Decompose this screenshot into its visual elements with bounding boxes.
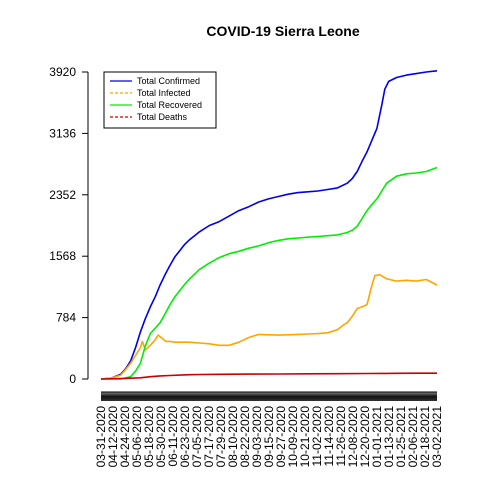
y-tick-label: 1568 bbox=[49, 249, 76, 263]
legend: Total Confirmed Total Infected Total Recov… bbox=[103, 71, 217, 129]
y-tick-label: 3136 bbox=[49, 126, 76, 140]
y-tick-label: 2352 bbox=[49, 188, 76, 202]
series-line-total-infected bbox=[100, 274, 438, 380]
x-tick-label: 08-22-2020 bbox=[238, 406, 252, 468]
x-tick-label: 05-30-2020 bbox=[154, 406, 168, 468]
x-tick-label: 04-12-2020 bbox=[106, 406, 120, 468]
series-line-total-deaths bbox=[100, 372, 437, 380]
x-tick-label: 04-24-2020 bbox=[118, 406, 132, 468]
x-tick-label: 11-26-2020 bbox=[334, 406, 348, 467]
series-layer bbox=[100, 70, 438, 380]
x-tick-label: 09-03-2020 bbox=[250, 406, 264, 468]
x-tick-label: 02-06-2021 bbox=[406, 406, 420, 468]
x-tick-label: 12-20-2020 bbox=[358, 406, 372, 468]
legend-label: Total Recovered bbox=[137, 100, 202, 110]
x-tick-label: 11-14-2020 bbox=[322, 406, 336, 467]
x-tick-label: 10-21-2020 bbox=[298, 406, 312, 468]
x-tick-label: 09-27-2020 bbox=[274, 406, 288, 468]
y-axis: 0 784 1568 2352 3136 3920 bbox=[49, 65, 89, 386]
legend-label: Total Deaths bbox=[137, 112, 188, 122]
legend-label: Total Confirmed bbox=[137, 76, 200, 86]
x-tick-label: 11-02-2020 bbox=[310, 406, 324, 467]
x-tick-label: 03-31-2020 bbox=[94, 406, 108, 468]
x-tick-label: 07-05-2020 bbox=[190, 406, 204, 468]
x-tick-label: 10-09-2020 bbox=[286, 406, 300, 468]
x-tick-label: 01-01-2021 bbox=[370, 406, 384, 468]
y-tick-label: 784 bbox=[56, 311, 76, 325]
x-tick-label: 07-29-2020 bbox=[214, 406, 228, 468]
x-tick-label: 05-18-2020 bbox=[142, 406, 156, 468]
chart-title: COVID-19 Sierra Leone bbox=[206, 23, 359, 39]
series-line-total-confirmed bbox=[100, 70, 438, 380]
x-axis-rug bbox=[101, 392, 437, 401]
y-tick-label: 3920 bbox=[49, 65, 76, 79]
x-tick-label: 01-25-2021 bbox=[394, 406, 408, 468]
x-tick-label: 03-02-2021 bbox=[430, 406, 444, 468]
legend-label: Total Infected bbox=[137, 88, 191, 98]
x-tick-label: 07-17-2020 bbox=[202, 406, 216, 468]
x-tick-label: 06-23-2020 bbox=[178, 406, 192, 468]
x-tick-label: 01-13-2021 bbox=[382, 406, 396, 468]
x-tick-label: 08-10-2020 bbox=[226, 406, 240, 468]
x-tick-label: 05-06-2020 bbox=[130, 406, 144, 468]
x-axis: 03-31-202004-12-202004-24-202005-06-2020… bbox=[94, 391, 444, 468]
x-tick-label: 09-15-2020 bbox=[262, 406, 276, 468]
y-tick-label: 0 bbox=[69, 372, 76, 386]
x-tick-label: 02-18-2021 bbox=[418, 406, 432, 468]
series-line-total-recovered bbox=[101, 166, 438, 380]
x-tick-label: 12-08-2020 bbox=[346, 406, 360, 468]
x-tick-label: 06-11-2020 bbox=[166, 406, 180, 467]
